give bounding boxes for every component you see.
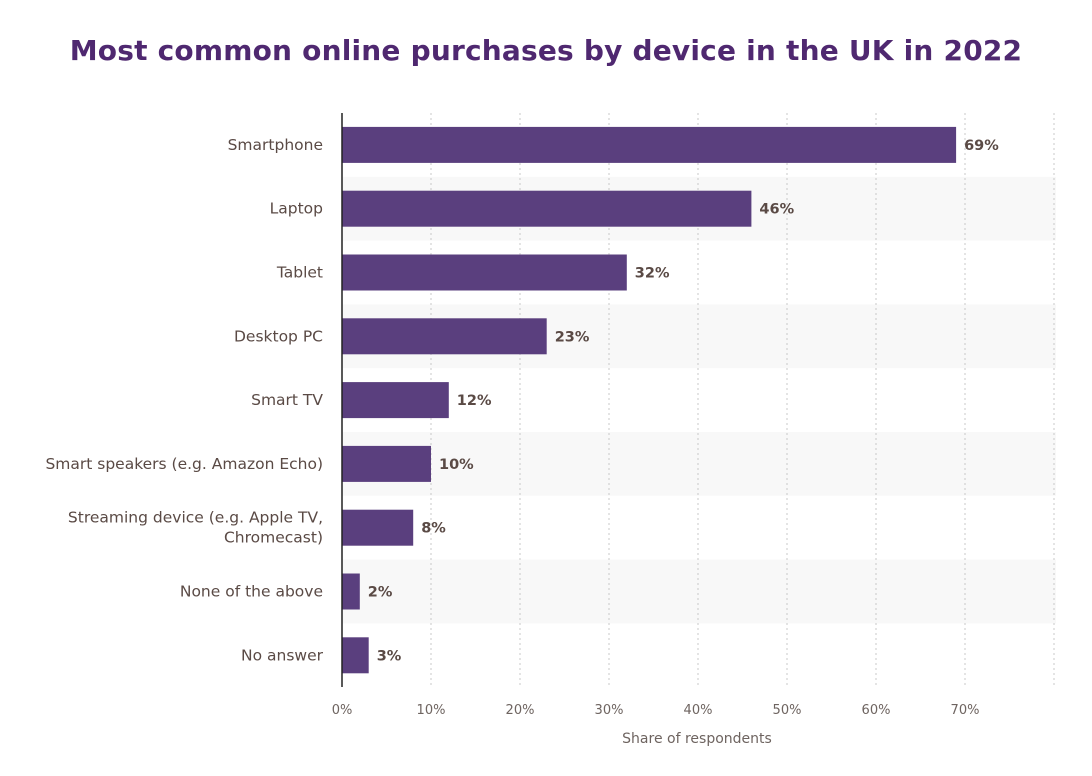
bar — [342, 318, 547, 355]
category-label: Desktop PC — [234, 327, 323, 345]
chart-title: Most common online purchases by device i… — [69, 34, 1023, 67]
data-label: 8% — [421, 521, 446, 537]
category-label: Smartphone — [228, 136, 323, 154]
category-label: None of the above — [180, 583, 323, 601]
x-tick-label: 50% — [773, 703, 802, 718]
bar — [342, 382, 449, 419]
bar — [342, 637, 369, 674]
x-tick-label: 0% — [332, 703, 353, 718]
x-tick-label: 30% — [595, 703, 624, 718]
bar — [342, 254, 627, 291]
category-label: Smart speakers (e.g. Amazon Echo) — [45, 455, 323, 473]
bar — [342, 509, 414, 546]
x-tick-label: 70% — [951, 703, 980, 718]
data-label: 3% — [377, 648, 402, 664]
x-tick-label: 60% — [862, 703, 891, 718]
category-label: Chromecast) — [224, 529, 323, 547]
row-band — [342, 432, 1056, 496]
row-band — [342, 559, 1056, 624]
x-tick-label: 40% — [684, 703, 713, 718]
data-label: 12% — [457, 393, 492, 409]
bar — [342, 126, 957, 163]
bar — [342, 190, 752, 227]
bar — [342, 445, 431, 482]
data-label: 32% — [635, 266, 670, 282]
category-label: No answer — [241, 646, 324, 664]
bar — [342, 573, 360, 610]
data-label: 23% — [555, 329, 590, 345]
category-label: Smart TV — [251, 391, 323, 409]
x-tick-label: 20% — [506, 703, 535, 718]
data-label: 69% — [964, 138, 999, 154]
data-label: 2% — [368, 585, 393, 601]
category-label: Tablet — [276, 264, 323, 282]
x-tick-label: 10% — [417, 703, 446, 718]
data-label: 46% — [759, 202, 794, 218]
category-label: Streaming device (e.g. Apple TV, — [68, 509, 323, 527]
data-label: 10% — [439, 457, 474, 473]
category-label: Laptop — [270, 200, 323, 218]
x-axis-title: Share of respondents — [622, 731, 772, 747]
